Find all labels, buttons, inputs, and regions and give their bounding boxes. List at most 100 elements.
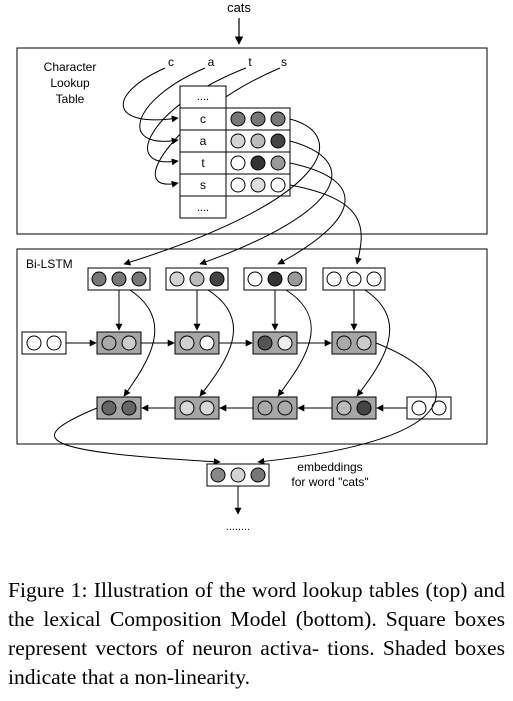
vector-a-neuron-3 <box>270 133 286 149</box>
backward-state-3 <box>252 396 298 420</box>
vector-c-neuron-2 <box>250 111 266 127</box>
embed-curve-a <box>199 140 333 266</box>
forward-state-3-neuron-1 <box>257 335 273 351</box>
table-row-dots-bottom <box>179 195 227 219</box>
table-label-c: c <box>200 112 206 126</box>
input-to-backward-2 <box>199 289 235 397</box>
bilstm-input-2-neuron-1 <box>169 271 185 287</box>
forward-state-3 <box>252 331 298 355</box>
vector-row-t <box>225 151 291 175</box>
bilstm-input-2 <box>165 267 229 291</box>
vector-c-neuron-3 <box>270 111 286 127</box>
bilstm-input-3-neuron-1 <box>247 271 263 287</box>
forward-state-3-neuron-2 <box>277 335 293 351</box>
composition-model-diagram: cats Character Lookup Table c a t s ....… <box>16 0 488 533</box>
backward-state-1 <box>96 396 142 420</box>
output-continuation: ........ <box>226 521 250 533</box>
backward-state-4-neuron-2 <box>356 400 372 416</box>
lookup-label-line-1: Character <box>44 60 97 74</box>
input-word-cats: cats <box>227 0 251 15</box>
lookup-label-line-3: Table <box>56 92 85 106</box>
character-lookup-frame <box>16 47 488 235</box>
output-neuron-3 <box>250 467 266 483</box>
table-label-t: t <box>201 156 205 170</box>
vector-a-neuron-2 <box>250 133 266 149</box>
bilstm-input-4-neuron-3 <box>366 271 382 287</box>
vector-s-neuron-1 <box>230 177 246 193</box>
input-to-backward-1 <box>123 289 156 397</box>
output-neuron-2 <box>230 467 246 483</box>
vector-row-c <box>225 107 291 131</box>
vector-s-neuron-3 <box>270 177 286 193</box>
backward-state-4-neuron-1 <box>336 400 352 416</box>
table-label-dots-bottom: .... <box>197 202 209 214</box>
embed-curve-t <box>277 162 346 265</box>
caption-line-3: Square boxes represent vectors of neuron… <box>8 607 505 660</box>
output-label-line-2: for word "cats" <box>291 475 368 489</box>
input-to-backward-4 <box>356 289 391 397</box>
vector-a-neuron-1 <box>230 133 246 149</box>
forward-state-2 <box>174 331 220 355</box>
caption-line-2: (top) and the lexical Composition Model … <box>8 578 505 631</box>
caption-line-4: tions. Shaded boxes indicate that a non-… <box>8 636 505 689</box>
bilstm-frame <box>16 248 488 445</box>
table-label-s: s <box>200 178 206 192</box>
backward-state-3-neuron-1 <box>257 400 273 416</box>
forward-state-4-neuron-2 <box>356 335 372 351</box>
bilstm-input-3-neuron-2 <box>267 271 283 287</box>
table-label-a: a <box>200 134 207 148</box>
vector-t-neuron-2 <box>250 155 266 171</box>
output-neuron-1 <box>210 467 226 483</box>
vector-row-s <box>225 173 291 197</box>
output-embedding <box>206 463 270 487</box>
output-label-line-1: embeddings <box>297 460 362 474</box>
bilstm-input-2-neuron-3 <box>209 271 225 287</box>
embed-curve-c <box>123 118 321 266</box>
lookup-curve-s <box>154 67 281 188</box>
lookup-curve-a <box>139 67 206 145</box>
vector-t-neuron-3 <box>270 155 286 171</box>
vector-c-neuron-1 <box>230 111 246 127</box>
bilstm-input-1-neuron-3 <box>131 271 147 287</box>
forward-state-1-neuron-2 <box>121 335 137 351</box>
char-label-s: s <box>281 55 287 69</box>
bilstm-input-3-neuron-3 <box>287 271 303 287</box>
input-to-backward-3 <box>277 289 312 397</box>
backward-state-2-neuron-1 <box>179 400 195 416</box>
bilstm-input-1-neuron-2 <box>111 271 127 287</box>
char-label-a: a <box>208 55 215 69</box>
forward-state-1 <box>96 331 142 355</box>
forward-state-4-neuron-1 <box>336 335 352 351</box>
figure-caption: Figure 1: Illustration of the word looku… <box>8 576 505 692</box>
backward-init-state <box>406 396 452 420</box>
bilstm-input-4-neuron-1 <box>326 271 342 287</box>
caption-line-1: Figure 1: Illustration of the word looku… <box>8 578 420 602</box>
backward-init-neuron-1 <box>411 400 427 416</box>
forward-state-2-neuron-1 <box>179 335 195 351</box>
vector-row-a <box>225 129 291 153</box>
backward-state-1-neuron-1 <box>101 400 117 416</box>
backward-state-3-neuron-2 <box>277 400 293 416</box>
lookup-curve-c <box>122 67 179 123</box>
forward-init-neuron-2 <box>46 335 62 351</box>
vector-s-neuron-2 <box>250 177 266 193</box>
char-label-c: c <box>168 55 174 69</box>
forward-state-2-neuron-2 <box>199 335 215 351</box>
backward-state-2 <box>174 396 220 420</box>
char-label-t: t <box>248 55 252 69</box>
forward-state-4 <box>331 331 377 355</box>
bilstm-input-2-neuron-2 <box>189 271 205 287</box>
bilstm-label: Bi-LSTM <box>26 257 73 271</box>
forward-init-neuron-1 <box>26 335 42 351</box>
bilstm-input-4-neuron-2 <box>346 271 362 287</box>
vector-t-neuron-1 <box>230 155 246 171</box>
forward-state-1-neuron-1 <box>101 335 117 351</box>
backward-final-to-output <box>53 407 221 466</box>
bilstm-input-4 <box>322 267 386 291</box>
backward-state-4 <box>331 396 377 420</box>
backward-state-1-neuron-2 <box>121 400 137 416</box>
lookup-label-line-2: Lookup <box>50 76 90 90</box>
forward-init-state <box>21 331 67 355</box>
backward-state-2-neuron-2 <box>199 400 215 416</box>
bilstm-input-1 <box>87 267 151 291</box>
